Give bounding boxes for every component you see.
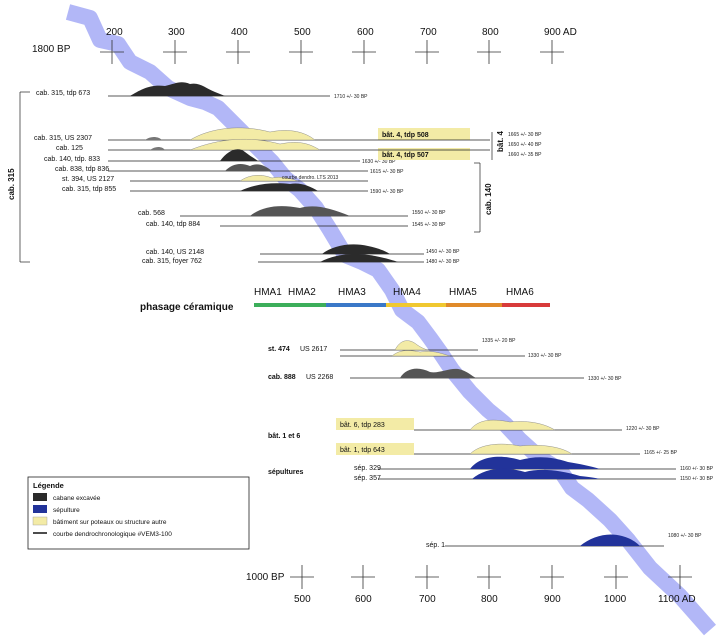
- cab888-date: 1330 +/- 30 BP: [588, 376, 622, 382]
- sep329-date: 1160 +/- 30 BP: [680, 466, 714, 472]
- bottom-tick-500: 500: [294, 594, 311, 605]
- sep357-label: sép. 357: [354, 475, 381, 482]
- top-axis: 1800 BP 200 300 400 500 600 700 800 900 …: [32, 27, 577, 64]
- row-date: 1480 +/- 30 BP: [426, 259, 460, 265]
- st474-date-1: 1330 +/- 30 BP: [528, 353, 562, 359]
- bottom-axis-crosses: [290, 565, 692, 589]
- row-label: cab. 838, tdp 836: [55, 166, 109, 173]
- cab888-group-label: cab. 888: [268, 374, 296, 381]
- sepultures-group-label: sépultures: [268, 469, 304, 476]
- bat1et6-rows: bât. 1 et 6 bât. 6, tdp 283 1220 +/- 30 …: [268, 418, 678, 456]
- legend-title: Légende: [33, 481, 64, 490]
- top-tick-400: 400: [231, 27, 248, 38]
- row-label: cab. 140, tdp. 833: [44, 156, 100, 163]
- legend-swatch-sepulture: [33, 505, 47, 513]
- sepultures-rows: sépultures sép. 329 1160 +/- 30 BP sép. …: [268, 456, 714, 482]
- rows-568-884: cab. 568 1550 +/- 30 BP cab. 140, tdp 88…: [138, 206, 446, 228]
- sep329-label: sép. 329: [354, 465, 381, 472]
- bat4-date-2: 1660 +/- 35 BP: [508, 152, 542, 158]
- legend-label-dendro: courbe dendrochronologique #VEM3-100: [53, 531, 172, 538]
- legend-swatch-batiment: [32, 516, 48, 526]
- row-label: cab. 315, US 2307: [34, 135, 92, 142]
- legend-swatch-cabane: [33, 493, 47, 501]
- sep1-label: sép. 1: [426, 542, 445, 549]
- st474-date-0: 1335 +/- 20 BP: [482, 338, 516, 344]
- bat4-label-507: bât. 4, tdp 507: [382, 152, 429, 159]
- bat4-date-1: 1650 +/- 40 BP: [508, 142, 542, 148]
- bat1-date: 1165 +/- 25 BP: [644, 450, 678, 456]
- row-date: 1590 +/- 30 BP: [370, 189, 404, 195]
- row-date: 1630 +/- 30 BP: [362, 159, 396, 165]
- row-date: 1615 +/- 30 BP: [370, 169, 404, 175]
- phase-hma2: HMA2: [288, 287, 316, 298]
- row-date: 1550 +/- 30 BP: [412, 210, 446, 216]
- top-tick-500: 500: [294, 27, 311, 38]
- top-axis-origin: 1800 BP: [32, 44, 71, 55]
- row-label: cab. 315, tdp 673: [36, 90, 90, 97]
- sep1-row: sép. 1 1080 +/- 30 BP: [426, 533, 702, 549]
- row-label: st. 394, US 2127: [62, 176, 114, 183]
- phasage-ceramique: HMA1 HMA2 HMA3 HMA4 HMA5 HMA6 phasage cé…: [140, 287, 550, 313]
- row-date: courbe dendro. LTS 2013: [282, 175, 339, 181]
- legend-label-sepulture: sépulture: [53, 507, 80, 514]
- top-tick-700: 700: [420, 27, 437, 38]
- bat4-block: bât. 4, tdp 508 bât. 4, tdp 507 bât. 4 1…: [360, 128, 542, 160]
- phase-hma3: HMA3: [338, 287, 366, 298]
- row-label: cab. 315, foyer 762: [142, 258, 202, 265]
- bottom-axis: 1000 BP 500 600 700 800 900 1000 1100 AD: [246, 565, 696, 605]
- row-date: 1710 +/- 30 BP: [334, 94, 368, 100]
- sep1-date: 1080 +/- 30 BP: [668, 533, 702, 539]
- row-date: 1450 +/- 30 BP: [426, 249, 460, 255]
- top-tick-800: 800: [482, 27, 499, 38]
- bottom-tick-600: 600: [355, 594, 372, 605]
- bottom-tick-1000: 1000: [604, 594, 627, 605]
- rows-2148-762: cab. 140, US 2148 1450 +/- 30 BP cab. 31…: [142, 244, 460, 265]
- top-tick-600: 600: [357, 27, 374, 38]
- cab315-bracket: cab. 315: [7, 91, 30, 263]
- upper-cluster: cab. 315, US 2307 cab. 125 cab. 140, tdp…: [34, 127, 404, 195]
- sep357-date: 1150 +/- 30 BP: [680, 476, 714, 482]
- bottom-tick-800: 800: [481, 594, 498, 605]
- top-tick-900: 900 AD: [544, 27, 577, 38]
- row-cab315-tdp673: cab. 315, tdp 673 1710 +/- 30 BP: [36, 82, 368, 100]
- top-axis-crosses: [100, 40, 564, 64]
- legend: Légende cabane excavée sépulture bâtimen…: [27, 476, 250, 550]
- bat1et6-group-label: bât. 1 et 6: [268, 433, 300, 440]
- cab888-us: US 2268: [306, 374, 333, 381]
- cab140-bracket: cab. 140: [474, 162, 493, 233]
- phase-hma6: HMA6: [506, 287, 534, 298]
- st474-group-label: st. 474: [268, 346, 290, 353]
- bottom-tick-1100: 1100 AD: [658, 594, 696, 605]
- bat6-date: 1220 +/- 30 BP: [626, 426, 660, 432]
- bottom-tick-900: 900: [544, 594, 561, 605]
- bat4-group-label: bât. 4: [496, 131, 505, 152]
- cab888-row: cab. 888 US 2268 1330 +/- 30 BP: [268, 368, 622, 382]
- row-label: cab. 315, tdp 855: [62, 186, 116, 193]
- bottom-axis-origin: 1000 BP: [246, 572, 285, 583]
- phase-hma5: HMA5: [449, 287, 477, 298]
- bottom-tick-700: 700: [419, 594, 436, 605]
- bat4-label-508: bât. 4, tdp 508: [382, 132, 429, 139]
- top-tick-300: 300: [168, 27, 185, 38]
- cab315-group-label: cab. 315: [7, 168, 16, 200]
- bat6-label: bât. 6, tdp 283: [340, 422, 385, 429]
- cab140-group-label: cab. 140: [484, 183, 493, 215]
- row-label: cab. 140, US 2148: [146, 249, 204, 256]
- st474-us: US 2617: [300, 346, 327, 353]
- row-label: cab. 140, tdp 884: [146, 221, 200, 228]
- legend-label-cabane: cabane excavée: [53, 495, 101, 502]
- bat1-label: bât. 1, tdp 643: [340, 447, 385, 454]
- row-label: cab. 125: [56, 145, 83, 152]
- phase-hma1: HMA1: [254, 287, 282, 298]
- legend-label-batiment: bâtiment sur poteaux ou structure autre: [53, 519, 167, 526]
- st474-rows: st. 474 US 2617 1335 +/- 20 BP 1330 +/- …: [268, 338, 562, 359]
- row-date: 1545 +/- 30 BP: [412, 222, 446, 228]
- phasage-label: phasage céramique: [140, 302, 234, 313]
- phase-hma4: HMA4: [393, 287, 421, 298]
- row-label: cab. 568: [138, 210, 165, 217]
- bat4-date-0: 1665 +/- 30 BP: [508, 132, 542, 138]
- top-tick-200: 200: [106, 27, 123, 38]
